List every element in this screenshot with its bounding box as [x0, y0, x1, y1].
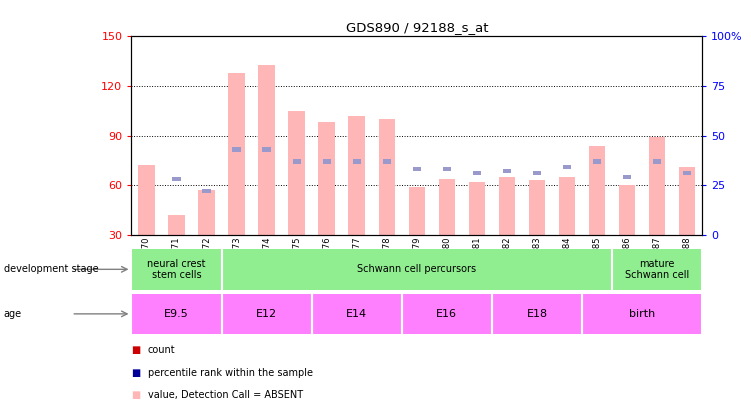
- Text: percentile rank within the sample: percentile rank within the sample: [148, 368, 313, 377]
- Bar: [168, 215, 185, 235]
- Bar: [353, 160, 361, 164]
- Text: E14: E14: [346, 309, 367, 319]
- Bar: [312, 294, 402, 334]
- Title: GDS890 / 92188_s_at: GDS890 / 92188_s_at: [345, 21, 488, 34]
- Text: development stage: development stage: [4, 264, 98, 274]
- Text: ■: ■: [131, 390, 140, 400]
- Bar: [293, 160, 301, 164]
- Bar: [683, 171, 692, 175]
- Bar: [529, 180, 545, 235]
- Bar: [402, 294, 492, 334]
- Bar: [589, 145, 605, 235]
- Bar: [198, 190, 215, 235]
- Bar: [582, 294, 702, 334]
- Bar: [649, 137, 665, 235]
- Bar: [499, 177, 515, 235]
- Text: E9.5: E9.5: [164, 309, 189, 319]
- Bar: [288, 111, 305, 235]
- Text: Schwann cell percursors: Schwann cell percursors: [357, 264, 476, 274]
- Bar: [138, 165, 155, 235]
- Text: mature
Schwann cell: mature Schwann cell: [625, 258, 689, 280]
- Bar: [533, 171, 541, 175]
- Bar: [413, 167, 421, 171]
- Text: birth: birth: [629, 309, 655, 319]
- Text: count: count: [148, 345, 176, 355]
- Bar: [263, 147, 271, 151]
- Bar: [492, 294, 582, 334]
- Bar: [559, 177, 575, 235]
- Text: neural crest
stem cells: neural crest stem cells: [147, 258, 206, 280]
- Bar: [228, 73, 245, 235]
- Bar: [131, 294, 222, 334]
- Bar: [348, 116, 365, 235]
- Bar: [409, 187, 425, 235]
- Bar: [383, 160, 391, 164]
- Text: E16: E16: [436, 309, 457, 319]
- Bar: [619, 185, 635, 235]
- Bar: [623, 175, 632, 179]
- Bar: [318, 122, 335, 235]
- Bar: [612, 249, 702, 290]
- Text: value, Detection Call = ABSENT: value, Detection Call = ABSENT: [148, 390, 303, 400]
- Text: ■: ■: [131, 368, 140, 377]
- Bar: [222, 249, 612, 290]
- Bar: [593, 160, 602, 164]
- Bar: [653, 160, 662, 164]
- Bar: [473, 171, 481, 175]
- Bar: [222, 294, 312, 334]
- Text: ■: ■: [131, 345, 140, 355]
- Bar: [503, 169, 511, 173]
- Bar: [563, 165, 572, 170]
- Text: E18: E18: [526, 309, 547, 319]
- Bar: [131, 249, 222, 290]
- Bar: [323, 160, 331, 164]
- Bar: [439, 179, 455, 235]
- Bar: [469, 182, 485, 235]
- Bar: [379, 119, 395, 235]
- Text: E12: E12: [256, 309, 277, 319]
- Bar: [258, 64, 275, 235]
- Bar: [203, 189, 210, 193]
- Text: age: age: [4, 309, 22, 319]
- Bar: [443, 167, 451, 171]
- Bar: [233, 147, 240, 151]
- Bar: [679, 167, 695, 235]
- Bar: [173, 177, 181, 181]
